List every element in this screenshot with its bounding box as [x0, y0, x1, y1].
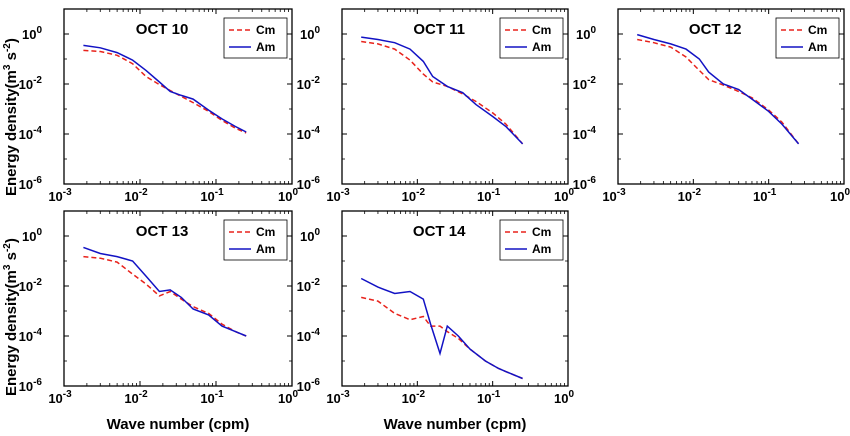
y-tick-label: 10-4 — [297, 125, 321, 142]
panel-title: OCT 11 — [413, 21, 465, 38]
x-tick-label: 10-2 — [678, 187, 702, 204]
x-tick-label: 10-1 — [200, 187, 224, 204]
x-tick-label: 100 — [830, 187, 850, 204]
series-line-am — [83, 44, 247, 133]
x-tick-label: 10-1 — [477, 187, 501, 204]
panel-3: 10-3 10-2 10-1 100 10-6 10-4 10-2 100 OCT 12 Cm Am — [573, 8, 850, 204]
y-tick-label: 10-4 — [19, 125, 43, 142]
x-tick-label: 10-2 — [402, 389, 426, 406]
x-tick-label: 100 — [278, 187, 298, 204]
legend-label-am: Am — [532, 40, 551, 54]
y-tick-label: 100 — [300, 25, 320, 42]
legend-label-am: Am — [532, 242, 551, 256]
legend-label-cm: Cm — [532, 23, 551, 37]
legend-box — [499, 219, 564, 261]
panel-2: 10-3 10-2 10-1 100 10-6 10-4 10-2 100 OCT 11 Cm Am — [297, 8, 574, 204]
y-tick-label: 10-2 — [297, 277, 321, 294]
series-line-am — [636, 33, 800, 145]
y-tick-label: 10-6 — [573, 175, 597, 192]
y-tick-label: 10-4 — [19, 327, 43, 344]
legend-label-am: Am — [256, 242, 275, 256]
y-axis-label-top: Energy density(m3 s-2) — [2, 38, 20, 196]
panel-title: OCT 12 — [689, 21, 742, 38]
legend-label-cm: Cm — [532, 225, 551, 239]
series-line-am — [83, 246, 247, 337]
x-axis-label-left: Wave number (cpm) — [107, 416, 250, 433]
panel-title: OCT 14 — [413, 223, 466, 240]
x-tick-label: 10-3 — [602, 187, 626, 204]
panel-title: OCT 13 — [136, 223, 189, 240]
legend-label-cm: Cm — [256, 225, 275, 239]
y-tick-label: 100 — [22, 25, 42, 42]
x-tick-label: 10-1 — [477, 389, 501, 406]
panel-1: 10-3 10-2 10-1 100 10-6 10-4 10-2 100 OCT 10 Cm Am — [19, 8, 298, 204]
legend-label-am: Am — [256, 40, 275, 54]
y-tick-label: 10-6 — [19, 175, 43, 192]
panel-5: 10-3 10-2 10-1 100 10-6 10-4 10-2 100 OCT 14 Cm Am — [297, 210, 574, 406]
series-line-cm — [637, 38, 800, 145]
y-tick-label: 10-2 — [297, 75, 321, 92]
y-tick-label: 10-2 — [573, 75, 597, 92]
x-tick-label: 10-1 — [753, 187, 777, 204]
series-line-am — [361, 36, 524, 145]
x-tick-label: 10-2 — [402, 187, 426, 204]
x-tick-label: 10-3 — [48, 187, 72, 204]
y-tick-label: 100 — [22, 227, 42, 244]
legend-label-cm: Cm — [808, 23, 827, 37]
series-line-cm — [83, 49, 247, 134]
y-tick-label: 100 — [576, 25, 596, 42]
series-line-cm — [361, 40, 524, 145]
y-tick-label: 10-6 — [297, 377, 321, 394]
x-axis-label-right: Wave number (cpm) — [384, 416, 527, 433]
x-tick-label: 100 — [554, 187, 574, 204]
legend-label-cm: Cm — [256, 23, 275, 37]
x-tick-label: 10-2 — [124, 187, 148, 204]
x-tick-label: 100 — [554, 389, 574, 406]
y-tick-label: 10-2 — [19, 277, 43, 294]
panel-4: 10-3 10-2 10-1 100 10-6 10-4 10-2 100 OCT 13 Cm Am — [19, 210, 298, 406]
legend-box — [775, 17, 840, 59]
series-line-cm — [83, 255, 247, 337]
y-tick-label: 10-2 — [19, 75, 43, 92]
y-axis-label-bottom: Energy density(m3 s-2) — [2, 238, 20, 396]
x-tick-label: 10-2 — [124, 389, 148, 406]
y-tick-label: 10-6 — [19, 377, 43, 394]
legend-box — [223, 17, 288, 59]
y-tick-label: 100 — [300, 227, 320, 244]
x-tick-label: 10-3 — [48, 389, 72, 406]
series-line-cm — [361, 296, 523, 380]
y-tick-label: 10-6 — [297, 175, 321, 192]
y-tick-label: 10-4 — [573, 125, 597, 142]
y-tick-label: 10-4 — [297, 327, 321, 344]
x-tick-label: 10-3 — [326, 389, 350, 406]
x-tick-label: 100 — [278, 389, 298, 406]
legend-box — [499, 17, 564, 59]
legend-box — [223, 219, 288, 261]
series-line-am — [360, 277, 523, 380]
legend-label-am: Am — [808, 40, 827, 54]
x-tick-label: 10-1 — [200, 389, 224, 406]
x-tick-label: 10-3 — [326, 187, 350, 204]
panel-title: OCT 10 — [136, 21, 189, 38]
